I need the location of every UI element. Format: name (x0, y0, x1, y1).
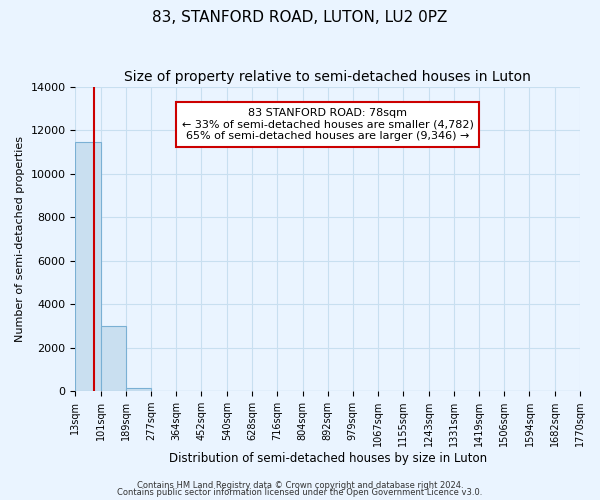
Y-axis label: Number of semi-detached properties: Number of semi-detached properties (15, 136, 25, 342)
Text: 83 STANFORD ROAD: 78sqm
← 33% of semi-detached houses are smaller (4,782)
65% of: 83 STANFORD ROAD: 78sqm ← 33% of semi-de… (182, 108, 473, 141)
Text: Contains public sector information licensed under the Open Government Licence v3: Contains public sector information licen… (118, 488, 482, 497)
Bar (101, 326, 126, 391)
Text: Contains HM Land Registry data © Crown copyright and database right 2024.: Contains HM Land Registry data © Crown c… (137, 480, 463, 490)
Text: 83, STANFORD ROAD, LUTON, LU2 0PZ: 83, STANFORD ROAD, LUTON, LU2 0PZ (152, 10, 448, 25)
Bar (76, 142, 101, 391)
X-axis label: Distribution of semi-detached houses by size in Luton: Distribution of semi-detached houses by … (169, 452, 487, 465)
Title: Size of property relative to semi-detached houses in Luton: Size of property relative to semi-detach… (124, 70, 531, 84)
Bar (126, 388, 151, 391)
